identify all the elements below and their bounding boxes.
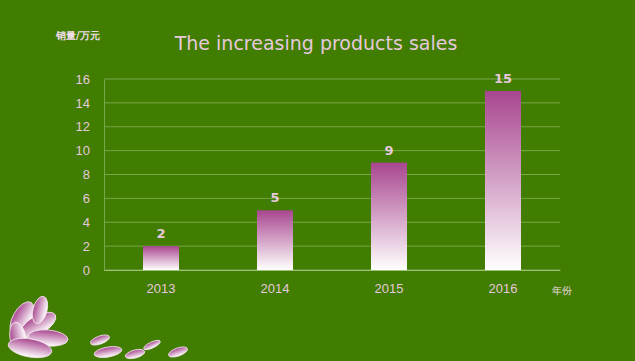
chart: 0 2 4 6 8 10 12 14 16 2013 2014 2015 2016 2 5 9 15 The in… — [0, 0, 635, 361]
bar — [257, 210, 293, 270]
petal — [89, 333, 111, 347]
y-tick-label: 4 — [83, 215, 90, 230]
title: The increasing products sales — [174, 32, 458, 54]
y-tick: 2 — [83, 239, 104, 254]
grid — [104, 79, 560, 270]
y-tick-label: 2 — [83, 239, 90, 254]
y-tick: 16 — [76, 72, 104, 87]
petal — [124, 348, 145, 361]
data-label: 9 — [384, 143, 393, 158]
y-tick-label: 6 — [83, 191, 90, 206]
petal — [93, 345, 122, 360]
x-tick: 2016 — [489, 270, 518, 296]
y-axis: 0 2 4 6 8 10 12 14 16 — [76, 72, 105, 278]
bar — [371, 163, 407, 270]
x-tick-label: 2016 — [489, 281, 518, 296]
data-label: 15 — [494, 71, 512, 86]
x-axis-line — [105, 270, 561, 271]
y-axis-line — [104, 80, 105, 271]
x-axis-title: 年份 — [552, 285, 572, 296]
data-label: 2 — [156, 226, 165, 241]
y-tick: 6 — [83, 191, 104, 206]
y-tick-label: 14 — [76, 96, 90, 111]
y-tick-label: 0 — [83, 263, 90, 278]
bar — [485, 91, 521, 270]
background — [0, 0, 635, 361]
y-tick: 4 — [83, 215, 104, 230]
y-tick-label: 12 — [76, 119, 90, 134]
petal — [7, 335, 53, 360]
x-tick-label: 2015 — [375, 281, 404, 296]
x-tick: 2013 — [147, 270, 176, 296]
petal — [30, 295, 51, 326]
y-tick: 14 — [76, 96, 104, 111]
y-tick: 10 — [76, 143, 104, 158]
y-tick: 0 — [83, 263, 104, 278]
y-tick-label: 8 — [83, 167, 90, 182]
y-axis-title: 销量/万元 — [55, 30, 100, 41]
x-tick-label: 2014 — [261, 281, 290, 296]
grid-line — [104, 79, 560, 80]
y-tick: 12 — [76, 119, 104, 134]
x-tick: 2015 — [375, 270, 404, 296]
y-tick-label: 10 — [76, 143, 90, 158]
petal — [143, 338, 162, 351]
x-tick-label: 2013 — [147, 281, 176, 296]
data-labels: 2 5 9 15 — [156, 71, 512, 241]
bars — [143, 91, 521, 270]
x-tick: 2014 — [261, 270, 290, 296]
bar — [143, 246, 179, 270]
y-tick-label: 16 — [76, 72, 90, 87]
data-label: 5 — [270, 190, 279, 205]
x-axis: 2013 2014 2015 2016 — [105, 270, 561, 296]
petal — [167, 345, 189, 359]
decoration — [5, 295, 189, 361]
y-tick: 8 — [83, 167, 104, 182]
